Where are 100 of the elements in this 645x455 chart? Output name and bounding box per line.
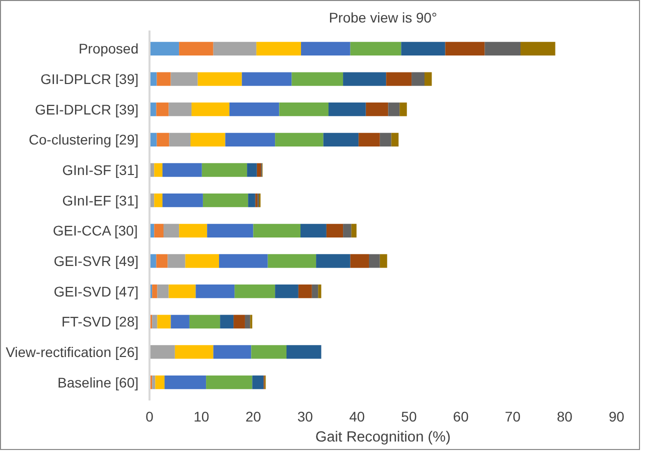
- bar: [253, 224, 300, 238]
- x-axis-title: Gait Recognition (%): [315, 430, 451, 446]
- bar: [386, 72, 412, 86]
- bar: [170, 72, 198, 86]
- bar: [343, 224, 352, 238]
- bar: [286, 345, 322, 359]
- bar: [358, 132, 380, 147]
- x-tick-label: 20: [245, 408, 262, 424]
- bar: [156, 102, 169, 116]
- bar: [366, 102, 388, 116]
- bar: [152, 375, 156, 390]
- bar: [168, 284, 196, 298]
- x-tick-label: 70: [504, 408, 521, 424]
- bar: [213, 42, 256, 56]
- bar: [292, 72, 344, 86]
- bar: [316, 254, 350, 268]
- bar: [234, 314, 245, 328]
- bar: [251, 345, 286, 359]
- bar: [157, 284, 169, 298]
- y-tick-label: GEI-CCA [30]: [52, 222, 138, 239]
- bar: [252, 375, 264, 390]
- y-tick-label: Proposed: [78, 40, 139, 57]
- bar: [190, 132, 226, 147]
- bar: [268, 254, 316, 268]
- bar: [196, 284, 235, 298]
- bar: [225, 132, 276, 147]
- y-tick-label: GEI-SVR [49]: [54, 252, 139, 269]
- x-tick-label: 10: [194, 408, 210, 424]
- bar: [318, 284, 322, 298]
- bar: [154, 224, 164, 238]
- y-tick-label: GII-DPLCR [39]: [40, 71, 139, 88]
- bar: [207, 224, 254, 238]
- bar: [154, 163, 162, 177]
- bar: [198, 72, 242, 86]
- x-tick-label: 80: [556, 408, 573, 424]
- bar: [388, 102, 400, 116]
- bar: [424, 72, 432, 86]
- bar: [152, 314, 158, 328]
- bar: [300, 224, 326, 238]
- bar: [174, 345, 214, 359]
- bar: [256, 163, 262, 177]
- bar: [169, 132, 190, 147]
- bar: [275, 132, 324, 147]
- x-tick-label: 0: [146, 408, 154, 424]
- bar: [179, 224, 208, 238]
- bar: [244, 314, 250, 328]
- bar: [168, 254, 186, 268]
- x-tick-label: 60: [453, 408, 469, 424]
- bar: [156, 72, 171, 86]
- bar: [275, 284, 298, 298]
- bar: [150, 345, 175, 359]
- x-tick-label: 90: [608, 408, 624, 424]
- bar: [326, 224, 344, 238]
- bar: [412, 72, 425, 86]
- bar: [229, 102, 280, 116]
- bar: [168, 102, 192, 116]
- x-tick-label: 50: [401, 408, 417, 424]
- bar: [368, 254, 380, 268]
- bar: [328, 102, 366, 116]
- bar: [350, 42, 402, 56]
- y-tick-label: GEI-SVD [47]: [54, 283, 139, 300]
- bar: [520, 42, 556, 56]
- x-tick-label: 30: [297, 408, 314, 424]
- bar: [298, 284, 312, 298]
- y-tick-label: GEI-DPLCR [39]: [35, 101, 139, 118]
- y-tick-label: FT-SVD [28]: [61, 314, 139, 330]
- bar: [301, 42, 350, 56]
- bar: [248, 194, 256, 208]
- bar: [164, 375, 206, 390]
- y-tick-label: View-rectification [26]: [6, 344, 139, 360]
- chart-title: Probe view is 90°: [328, 10, 438, 26]
- bar: [206, 375, 252, 390]
- bar: [312, 284, 318, 298]
- bar: [400, 102, 407, 116]
- bar: [242, 72, 292, 86]
- x-tick-label: 40: [349, 408, 366, 424]
- bar: [179, 42, 214, 56]
- bar: [155, 375, 165, 390]
- bar: [343, 72, 386, 86]
- bar: [351, 224, 357, 238]
- bar: [220, 314, 234, 328]
- bar: [170, 314, 190, 328]
- bar: [202, 194, 248, 208]
- bar: [401, 42, 446, 56]
- bar: [234, 284, 276, 298]
- bar: [162, 163, 202, 177]
- bar: [202, 163, 248, 177]
- bar: [391, 132, 399, 147]
- y-tick-label: Baseline [60]: [58, 374, 139, 390]
- bar: [213, 345, 252, 359]
- bar: [185, 254, 220, 268]
- bar: [445, 42, 485, 56]
- bar: [350, 254, 369, 268]
- bar: [247, 163, 257, 177]
- bar: [279, 102, 329, 116]
- bar: [150, 72, 157, 86]
- bar: [157, 314, 171, 328]
- y-tick-label: GInI-EF [31]: [62, 192, 138, 208]
- bar: [152, 284, 158, 298]
- bar: [256, 42, 302, 56]
